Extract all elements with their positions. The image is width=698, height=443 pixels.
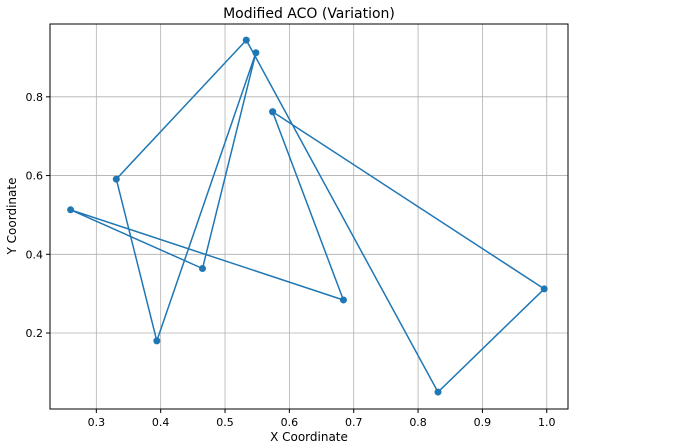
x-tick-label: 0.7: [345, 416, 363, 429]
chart-title: Modified ACO (Variation): [223, 6, 395, 22]
data-point: [339, 296, 347, 304]
axis-ticks: 0.3 0.4 0.5 0.6 0.7 0.8 0.9 1.0 0.2 0.4 0.6 0.8: [26, 91, 556, 429]
x-tick-label: 0.6: [281, 416, 299, 429]
data-point: [67, 206, 75, 214]
x-tick-label: 0.5: [216, 416, 234, 429]
y-tick-label: 0.2: [26, 327, 44, 340]
grid: [50, 24, 568, 409]
series-layer: [67, 36, 548, 396]
y-tick-label: 0.6: [26, 170, 44, 183]
data-point: [252, 49, 260, 57]
data-point: [242, 36, 250, 44]
x-tick-label: 0.4: [152, 416, 170, 429]
data-point: [269, 108, 277, 116]
y-tick-label: 0.4: [26, 248, 44, 261]
series-line: [69, 39, 545, 393]
y-tick-label: 0.8: [26, 91, 44, 104]
y-axis-label: Y Coordinate: [5, 178, 19, 256]
data-point: [434, 388, 442, 396]
x-axis-label: X Coordinate: [270, 430, 348, 443]
data-point: [540, 285, 548, 293]
data-point: [153, 337, 161, 345]
x-tick-label: 0.3: [88, 416, 106, 429]
plot-area-frame: [49, 23, 569, 410]
data-point: [112, 175, 120, 183]
data-point: [199, 264, 207, 272]
x-tick-label: 0.8: [409, 416, 427, 429]
x-tick-label: 0.9: [474, 416, 492, 429]
x-tick-label: 1.0: [538, 416, 556, 429]
